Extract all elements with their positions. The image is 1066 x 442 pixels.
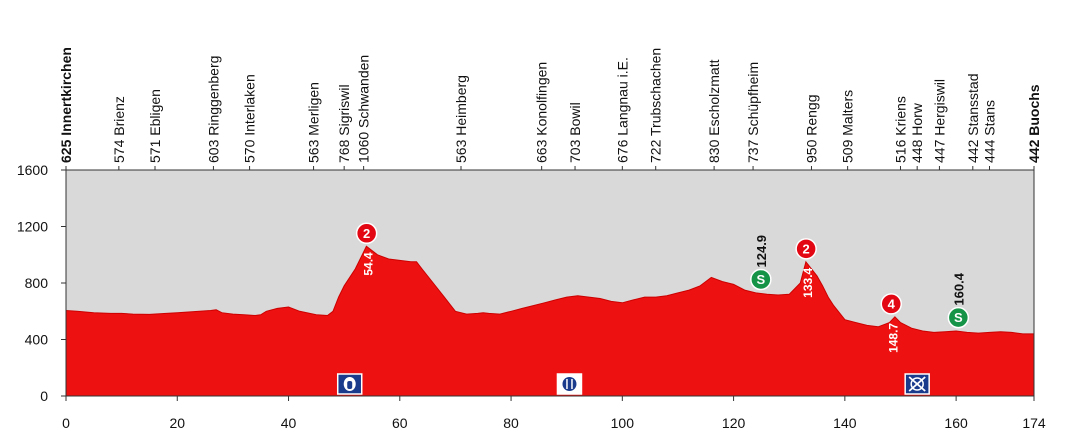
x-tick-label: 100 xyxy=(611,415,635,431)
place-label: 563 Heimberg xyxy=(453,75,469,163)
sprint-symbol: S xyxy=(954,310,963,325)
climb-category-badge xyxy=(880,293,903,315)
x-tick-label: 80 xyxy=(503,415,519,431)
place-label: 570 Interlaken xyxy=(242,74,258,163)
climb-category-label: 2 xyxy=(363,226,370,241)
place-labels: 625 Innertkirchen 574 Brienz 571 Ebligen 60… xyxy=(58,47,1042,163)
x-tick-label: 20 xyxy=(169,415,185,431)
x-axis: 0 20 40 60 80 100 120 140 160 174 xyxy=(62,396,1046,431)
x-tick-label: 160 xyxy=(944,415,968,431)
place-label: 830 Escholzmatt xyxy=(706,59,722,163)
sprint-badge xyxy=(750,268,772,291)
place-label: 950 Rengg xyxy=(804,94,820,163)
place-label: 516 Kriens xyxy=(893,96,909,163)
sprint-marker: S 124.9 xyxy=(750,235,772,291)
climb-category-badge xyxy=(355,222,378,245)
place-label: 442 Stansstad xyxy=(965,73,981,163)
place-label: 448 Horw xyxy=(909,102,925,163)
place-label: 625 Innertkirchen xyxy=(58,47,74,163)
climb-marker: 4 148.7 xyxy=(880,293,903,353)
climb-category-badge xyxy=(795,238,817,260)
no-litter-zone-icon xyxy=(904,373,930,395)
sprint-km-label: 160.4 xyxy=(951,272,966,305)
place-label: 703 Bowil xyxy=(567,102,583,163)
y-tick-label: 1600 xyxy=(17,162,48,178)
place-label: 663 Konolfingen xyxy=(534,62,550,163)
y-axis: 0 400 800 1200 1600 xyxy=(17,162,66,404)
x-tick-label: 120 xyxy=(722,415,746,431)
climb-category-label: 4 xyxy=(888,296,896,311)
place-label: 768 Sigriswil xyxy=(336,84,352,163)
y-tick-label: 1200 xyxy=(17,219,48,235)
climb-km-label: 54.4 xyxy=(362,252,376,276)
place-label: 1060 Schwanden xyxy=(356,55,372,163)
place-label: 676 Langnau i.E. xyxy=(614,57,630,163)
y-tick-label: 0 xyxy=(40,388,48,404)
place-label: 574 Brienz xyxy=(111,96,127,163)
feed-zone-icon xyxy=(556,373,583,395)
place-label: 509 Malters xyxy=(840,90,856,163)
place-label: 444 Stans xyxy=(982,100,998,163)
x-tick-label: 40 xyxy=(281,415,297,431)
x-tick-label: 60 xyxy=(392,415,408,431)
place-label: 447 Hergiswil xyxy=(931,79,947,163)
x-tick-label: 140 xyxy=(833,415,857,431)
elevation-profile-area xyxy=(65,245,1035,397)
place-label: 737 Schüpfheim xyxy=(745,62,761,163)
place-label: 442 Buochs xyxy=(1026,84,1042,163)
sprint-marker: S 160.4 xyxy=(947,272,970,329)
place-label: 722 Trubschachen xyxy=(648,48,664,163)
climb-marker: 254.4 xyxy=(355,222,378,276)
climb-km-label: 133.4 xyxy=(801,267,815,297)
place-guides xyxy=(65,166,1035,170)
sprint-badge xyxy=(947,306,970,329)
x-tick-label: 0 xyxy=(62,415,70,431)
climb-category-label: 2 xyxy=(803,241,810,256)
place-label: 563 Merligen xyxy=(306,82,322,163)
y-tick-label: 800 xyxy=(25,275,49,291)
water-bottle-icon xyxy=(336,373,363,395)
climb-km-label: 148.7 xyxy=(886,323,900,353)
sprint-symbol: S xyxy=(757,272,766,287)
y-tick-label: 400 xyxy=(25,332,49,348)
sprint-markers: S 124.9 S 160.4 xyxy=(750,235,970,329)
sprint-km-label: 124.9 xyxy=(754,235,769,268)
x-tick-label: 174 xyxy=(1022,415,1046,431)
place-label: 571 Ebligen xyxy=(147,89,163,163)
climb-marker: 2 133.4 xyxy=(795,238,817,298)
route-icons xyxy=(336,373,930,395)
place-label: 603 Ringgenberg xyxy=(205,56,221,163)
